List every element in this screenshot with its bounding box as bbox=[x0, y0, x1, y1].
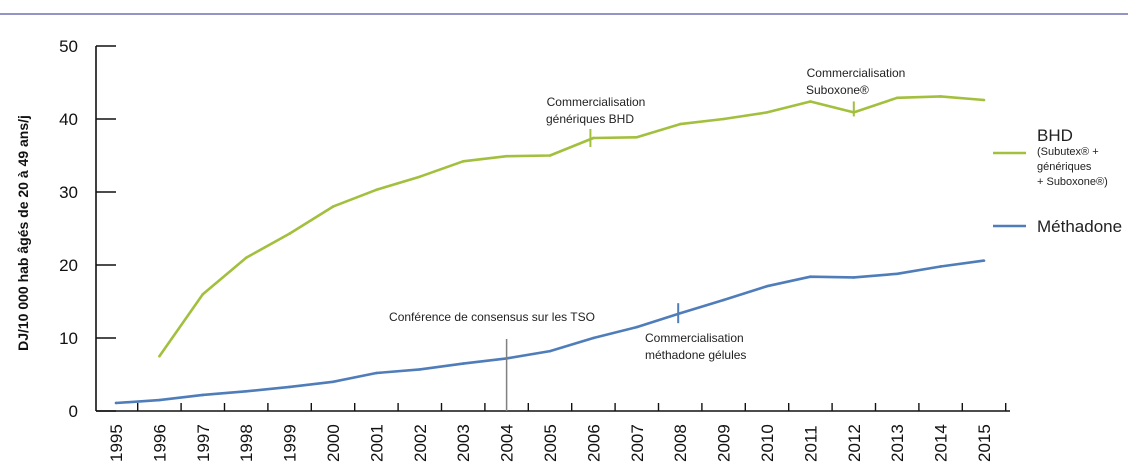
x-tick-label: 1996 bbox=[150, 424, 169, 462]
data-point-bhd bbox=[418, 175, 422, 178]
data-point-methadone bbox=[201, 393, 205, 397]
x-tick-label: 2000 bbox=[324, 424, 343, 462]
data-point-methadone bbox=[158, 398, 161, 402]
data-point-bhd bbox=[678, 122, 682, 126]
x-tick-label: 2004 bbox=[498, 424, 517, 462]
annotation-suboxone-line1: Commercialisation bbox=[807, 66, 906, 80]
x-tick-label: 2009 bbox=[715, 424, 734, 462]
data-point-methadone bbox=[939, 265, 942, 268]
y-tick-label: 20 bbox=[59, 256, 78, 275]
y-tick-label: 50 bbox=[59, 37, 78, 56]
legend-bhd-sub1: (Subutex® + bbox=[1037, 146, 1099, 158]
x-tick-label: 2012 bbox=[845, 424, 864, 462]
x-tick-label: 1998 bbox=[237, 424, 256, 462]
legend-bhd-title: BHD bbox=[1037, 126, 1073, 145]
data-point-bhd bbox=[722, 117, 725, 121]
annotation-gelules-line2: méthadone gélules bbox=[645, 348, 746, 362]
data-point-methadone bbox=[114, 401, 118, 405]
y-axis-title: DJ/10 000 hab âgés de 20 à 49 ans/j bbox=[15, 115, 31, 351]
annotation-generiques-line1: Commercialisation bbox=[547, 95, 646, 109]
x-tick-label: 1997 bbox=[194, 424, 213, 462]
x-tick-label: 2015 bbox=[975, 424, 994, 462]
x-tick-label: 2013 bbox=[888, 424, 907, 462]
y-tick-label: 10 bbox=[59, 329, 78, 348]
data-point-bhd bbox=[244, 256, 248, 260]
data-point-bhd bbox=[548, 154, 552, 157]
data-point-methadone bbox=[418, 368, 422, 371]
y-tick-label: 30 bbox=[59, 183, 78, 202]
legend: BHD (Subutex® + génériques + Suboxone®) … bbox=[993, 126, 1122, 236]
x-tick-label: 2010 bbox=[758, 424, 777, 462]
annotation-generiques-line2: génériques BHD bbox=[546, 112, 634, 126]
data-point-bhd bbox=[331, 205, 335, 208]
data-point-bhd bbox=[461, 160, 465, 163]
legend-methadone-label: Méthadone bbox=[1037, 217, 1122, 236]
data-point-methadone bbox=[982, 259, 986, 262]
data-point-bhd bbox=[635, 135, 639, 139]
x-tick-label: 2002 bbox=[411, 424, 430, 462]
annotations: Conférence de consensus sur les TSO Comm… bbox=[389, 66, 905, 411]
x-tick-label: 2011 bbox=[801, 425, 820, 462]
annotation-gelules-line1: Commercialisation bbox=[645, 331, 744, 345]
legend-bhd-sub3: + Suboxone®) bbox=[1037, 176, 1108, 188]
annotation-suboxone-line2: Suboxone® bbox=[806, 83, 869, 97]
x-tick-label: 1995 bbox=[107, 424, 126, 462]
data-point-bhd bbox=[505, 154, 508, 158]
x-tick-label: 2006 bbox=[584, 424, 603, 462]
data-point-methadone bbox=[548, 349, 552, 353]
series-layer bbox=[114, 95, 986, 405]
series-line-methadone bbox=[115, 259, 985, 405]
data-point-methadone bbox=[635, 325, 639, 329]
series-line-bhd bbox=[158, 95, 985, 358]
data-point-bhd bbox=[592, 136, 595, 140]
data-point-methadone bbox=[678, 311, 682, 315]
x-tick-label: 2014 bbox=[932, 424, 951, 462]
data-point-methadone bbox=[244, 389, 248, 393]
data-point-bhd bbox=[158, 354, 161, 358]
data-point-bhd bbox=[288, 232, 291, 235]
data-point-methadone bbox=[765, 284, 769, 288]
x-tick-label: 2003 bbox=[454, 424, 473, 462]
data-point-methadone bbox=[722, 298, 725, 302]
data-point-methadone bbox=[461, 362, 465, 365]
data-point-bhd bbox=[982, 98, 986, 102]
data-point-methadone bbox=[331, 380, 335, 384]
data-point-methadone bbox=[592, 336, 595, 340]
x-tick-label: 2007 bbox=[628, 424, 647, 462]
data-point-bhd bbox=[939, 95, 942, 98]
data-point-methadone bbox=[809, 275, 812, 278]
x-tick-label: 2005 bbox=[541, 424, 560, 462]
data-point-bhd bbox=[809, 100, 812, 103]
data-point-methadone bbox=[895, 272, 899, 276]
data-point-methadone bbox=[375, 371, 378, 375]
x-tick-label: 1999 bbox=[281, 424, 300, 462]
x-tick-label: 2001 bbox=[367, 424, 386, 462]
data-point-bhd bbox=[375, 188, 378, 192]
legend-bhd-sub2: génériques bbox=[1037, 161, 1092, 173]
x-tick-label: 2008 bbox=[671, 424, 690, 462]
y-tick-label: 0 bbox=[69, 402, 78, 421]
data-point-methadone bbox=[852, 276, 856, 279]
data-point-methadone bbox=[288, 385, 291, 389]
data-point-bhd bbox=[201, 292, 205, 296]
annotation-consensus: Conférence de consensus sur les TSO bbox=[389, 310, 595, 324]
y-tick-label: 40 bbox=[59, 110, 78, 129]
data-point-bhd bbox=[895, 96, 899, 100]
axes: 0 10 20 30 40 50 1995 1996 1997 1998 1999 2000 2001 2… bbox=[59, 37, 1010, 462]
data-point-bhd bbox=[765, 111, 769, 114]
